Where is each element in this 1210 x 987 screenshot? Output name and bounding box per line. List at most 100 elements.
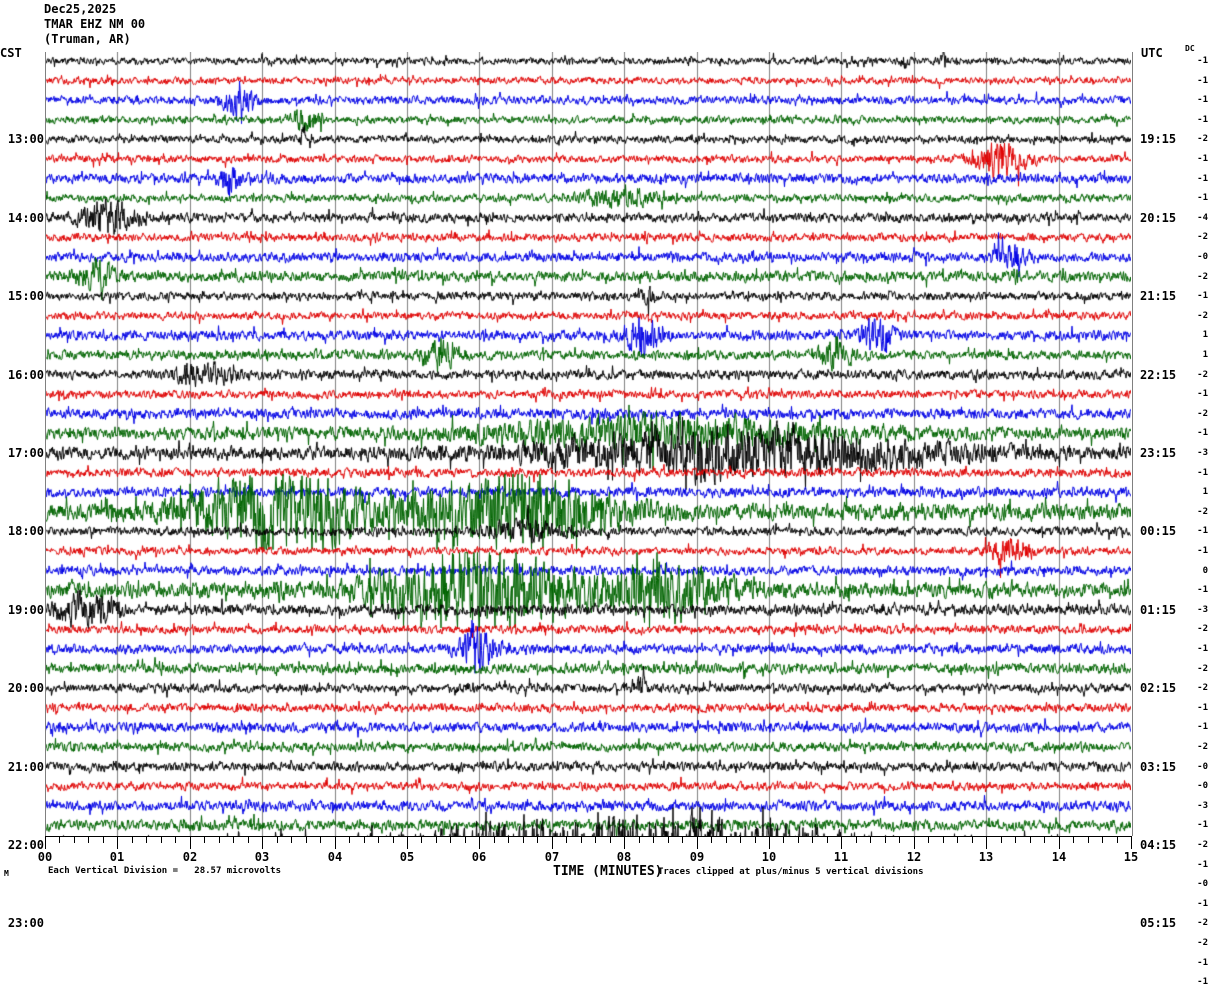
x-tick-minor	[885, 836, 886, 843]
x-tick-label: 06	[471, 850, 487, 864]
x-tick-minor	[870, 836, 871, 843]
x-tick-major	[479, 836, 480, 849]
x-tick-minor	[856, 836, 857, 843]
x-tick-label: 00	[37, 850, 53, 864]
x-tick-minor	[755, 836, 756, 843]
dc-offset-value: -1	[1197, 428, 1208, 439]
x-tick-major	[190, 836, 191, 849]
x-tick-minor	[783, 836, 784, 843]
x-tick-label: 13	[978, 850, 994, 864]
x-tick-minor	[1073, 836, 1074, 843]
dc-offset-value: -2	[1197, 683, 1208, 694]
x-tick-minor	[393, 836, 394, 843]
x-tick-minor	[161, 836, 162, 843]
dc-offset-value: -1	[1197, 585, 1208, 596]
dc-offset-value: -2	[1197, 663, 1208, 674]
dc-offset-value: -2	[1197, 369, 1208, 380]
x-tick-minor	[595, 836, 596, 843]
x-axis-title: TIME (MINUTES)	[553, 864, 663, 879]
left-axis-title: CST	[0, 46, 22, 60]
x-tick-minor	[494, 836, 495, 843]
dc-offset-value: -0	[1197, 252, 1208, 262]
dc-offset-value: -2	[1197, 408, 1208, 419]
x-tick-label: 01	[109, 850, 125, 864]
plot-header: Dec25,2025 TMAR EHZ NM 00 (Truman, AR)	[44, 2, 145, 46]
x-tick-major	[1059, 836, 1060, 849]
x-tick-minor	[726, 836, 727, 843]
dc-offset-value: -1	[1197, 193, 1208, 204]
x-tick-minor	[639, 836, 640, 843]
dc-offset-value: -2	[1197, 938, 1208, 948]
right-axis-title: UTC	[1141, 46, 1163, 60]
dc-offset-value: -1	[1197, 957, 1208, 968]
x-tick-minor	[74, 836, 75, 843]
x-tick-minor	[1044, 836, 1045, 843]
x-tick-minor	[523, 836, 524, 843]
utc-time-label: 04:15	[1140, 838, 1177, 852]
dc-offset-value: -1	[1197, 977, 1208, 987]
x-tick-minor	[277, 836, 278, 843]
scale-note: Each Vertical Division = 28.57 microvolt…	[48, 866, 281, 876]
x-tick-minor	[175, 836, 176, 843]
x-tick-minor	[233, 836, 234, 843]
utc-time-label: 19:15	[1140, 132, 1177, 147]
x-tick-label: 08	[616, 850, 632, 864]
x-tick-major	[45, 836, 46, 849]
x-tick-minor	[103, 836, 104, 843]
cst-time-label: 21:00	[7, 759, 44, 774]
dc-offset-value: -1	[1197, 75, 1208, 86]
dc-offset-value: -1	[1197, 859, 1208, 870]
x-tick-label: 12	[906, 850, 922, 864]
dc-offset-value: 1	[1202, 487, 1208, 498]
x-tick-minor	[146, 836, 147, 843]
x-tick-minor	[668, 836, 669, 843]
dc-offset-value: 0	[1202, 565, 1208, 576]
dc-offset-value: -2	[1197, 310, 1208, 321]
x-tick-minor	[59, 836, 60, 843]
x-tick-major	[1131, 836, 1132, 849]
x-tick-minor	[581, 836, 582, 843]
cst-time-label: 22:00	[7, 838, 44, 852]
dc-offset-value: -1	[1197, 291, 1208, 302]
cst-time-label: 13:00	[7, 132, 44, 147]
seismogram-plot[interactable]	[45, 52, 1131, 836]
cst-time-label: 18:00	[7, 524, 44, 539]
x-tick-minor	[711, 836, 712, 843]
seismogram-canvas[interactable]	[45, 52, 1131, 836]
dc-offset-value: -3	[1197, 448, 1208, 458]
x-tick-minor	[436, 836, 437, 843]
x-tick-minor	[827, 836, 828, 843]
dc-offset-value: -0	[1197, 879, 1208, 890]
dc-offset-value: 1	[1202, 350, 1208, 360]
x-tick-minor	[899, 836, 900, 843]
x-tick-minor	[320, 836, 321, 843]
x-tick-minor	[306, 836, 307, 843]
x-tick-minor	[378, 836, 379, 843]
x-tick-minor	[682, 836, 683, 843]
x-tick-minor	[566, 836, 567, 843]
cst-time-label: 17:00	[7, 446, 44, 460]
dc-offset-value: -2	[1197, 624, 1208, 635]
utc-time-label: 02:15	[1140, 681, 1177, 696]
x-tick-minor	[421, 836, 422, 843]
x-tick-minor	[1088, 836, 1089, 843]
x-tick-label: 09	[689, 850, 705, 864]
x-tick-label: 04	[327, 850, 343, 864]
dc-offset-value: -1	[1197, 114, 1208, 125]
x-tick-label: 05	[399, 850, 415, 864]
x-tick-major	[697, 836, 698, 849]
dc-offset-value: -2	[1197, 918, 1208, 929]
cst-time-label: 14:00	[7, 210, 44, 225]
clip-note: Traces clipped at plus/minus 5 vertical …	[658, 867, 924, 877]
x-tick-major	[986, 836, 987, 849]
dc-offset-value: -2	[1197, 271, 1208, 282]
x-tick-label: 10	[761, 850, 777, 864]
cst-time-label: 20:00	[7, 681, 44, 696]
dc-offset-value: 1	[1202, 330, 1208, 341]
dc-offset-value: -2	[1197, 232, 1208, 243]
dc-offset-value: -1	[1197, 526, 1208, 537]
x-tick-minor	[450, 836, 451, 843]
x-tick-label: 02	[182, 850, 198, 864]
utc-time-label: 00:15	[1140, 524, 1177, 539]
dc-offset-value: -1	[1197, 389, 1208, 400]
